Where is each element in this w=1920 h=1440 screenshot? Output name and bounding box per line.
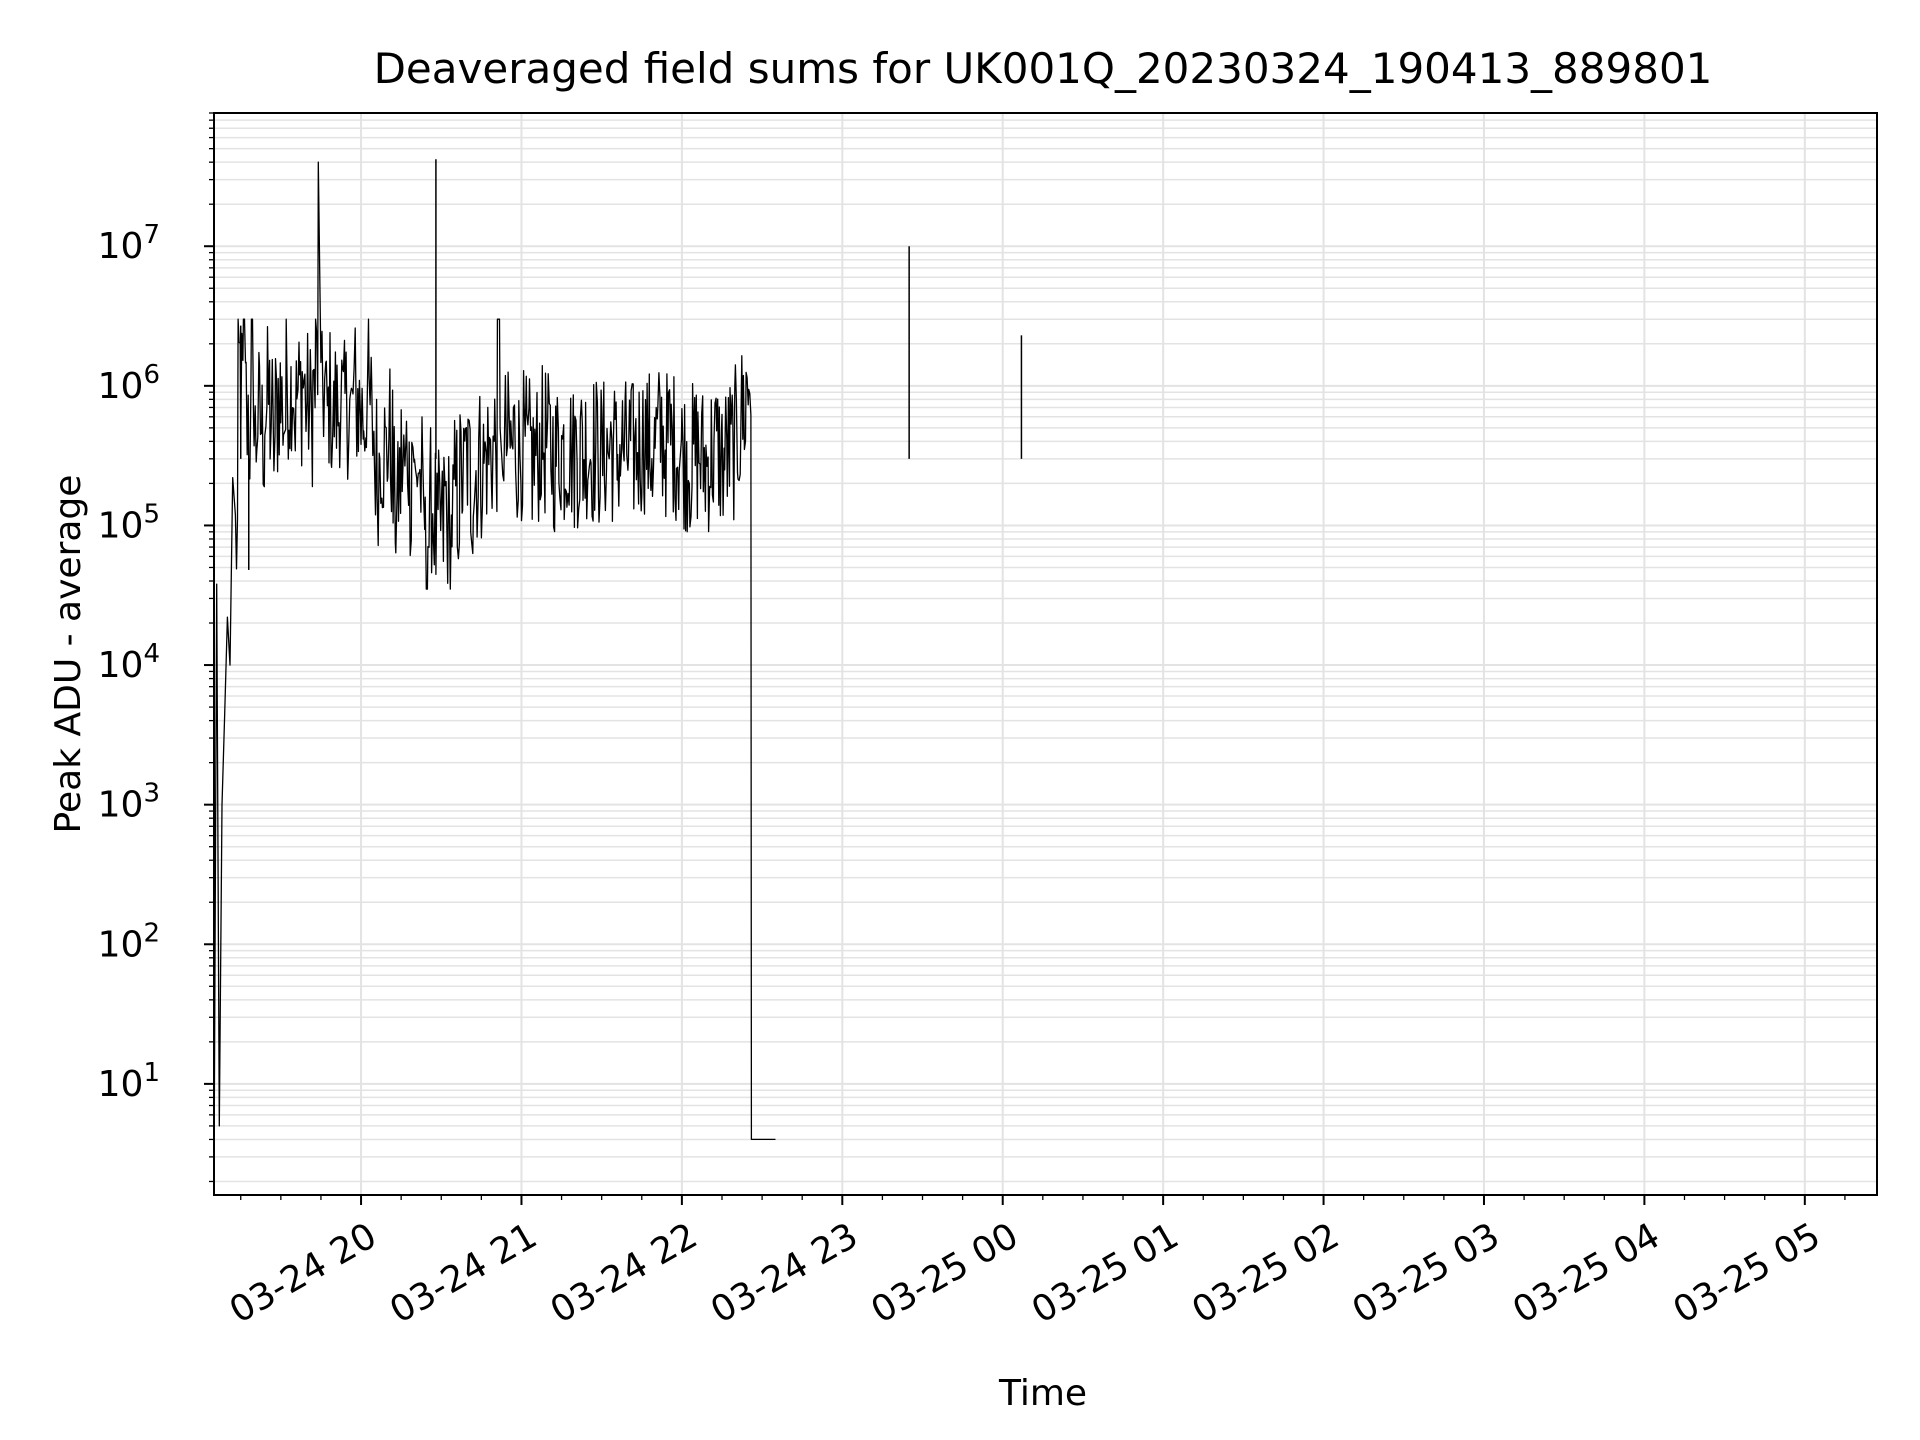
y-tick-label: 107 [98,220,160,267]
chart-title: Deaveraged field sums for UK001Q_2023032… [374,44,1713,93]
series-line [213,161,776,1182]
y-tick-label: 103 [98,779,160,826]
y-tick-label: 102 [98,918,160,965]
plot-layer [213,159,1023,1182]
plot-frame [213,112,1878,1196]
y-tick-label: 105 [98,499,160,546]
y-tick-label: 101 [98,1058,160,1105]
y-axis: 101 102 103 104 105 106 107 [98,112,214,1183]
y-axis-label: Peak ADU - average [48,475,89,834]
y-tick-label: 106 [98,360,160,407]
x-axis-label: Time [998,1373,1087,1414]
y-tick-label: 104 [98,639,160,686]
grid-layer [214,112,1877,1195]
